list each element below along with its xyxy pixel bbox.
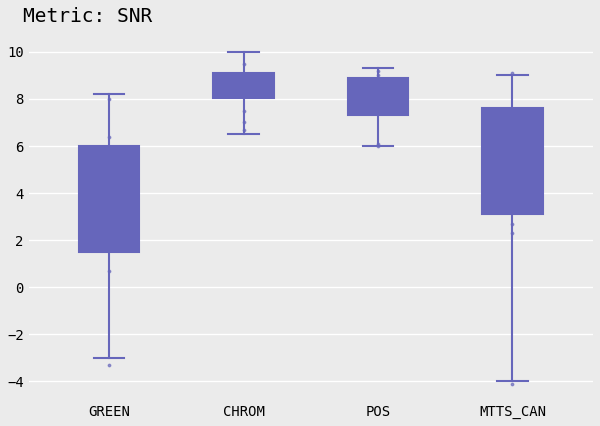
PathPatch shape <box>214 73 274 98</box>
PathPatch shape <box>79 146 139 252</box>
Text: Metric: SNR: Metric: SNR <box>23 7 152 26</box>
PathPatch shape <box>482 108 542 214</box>
PathPatch shape <box>348 78 408 115</box>
